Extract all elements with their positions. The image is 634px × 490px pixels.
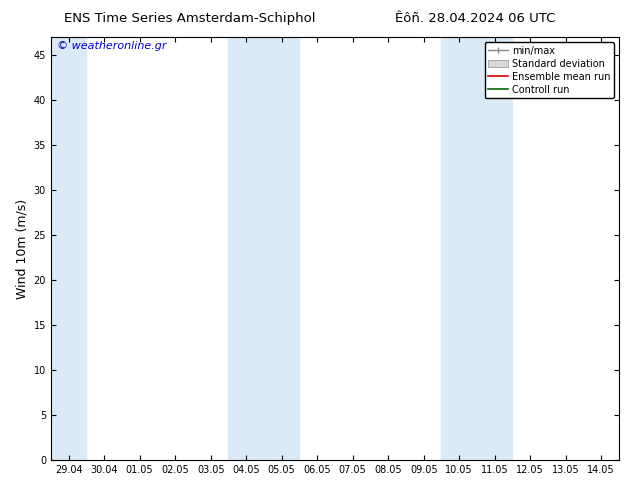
Legend: min/max, Standard deviation, Ensemble mean run, Controll run: min/max, Standard deviation, Ensemble me… xyxy=(484,42,614,98)
Y-axis label: Wind 10m (m/s): Wind 10m (m/s) xyxy=(15,198,28,299)
Bar xyxy=(441,37,512,460)
Text: Êôñ. 28.04.2024 06 UTC: Êôñ. 28.04.2024 06 UTC xyxy=(396,12,555,25)
Text: © weatheronline.gr: © weatheronline.gr xyxy=(56,41,166,51)
Bar xyxy=(228,37,299,460)
Text: ENS Time Series Amsterdam-Schiphol: ENS Time Series Amsterdam-Schiphol xyxy=(65,12,316,25)
Bar xyxy=(51,37,86,460)
